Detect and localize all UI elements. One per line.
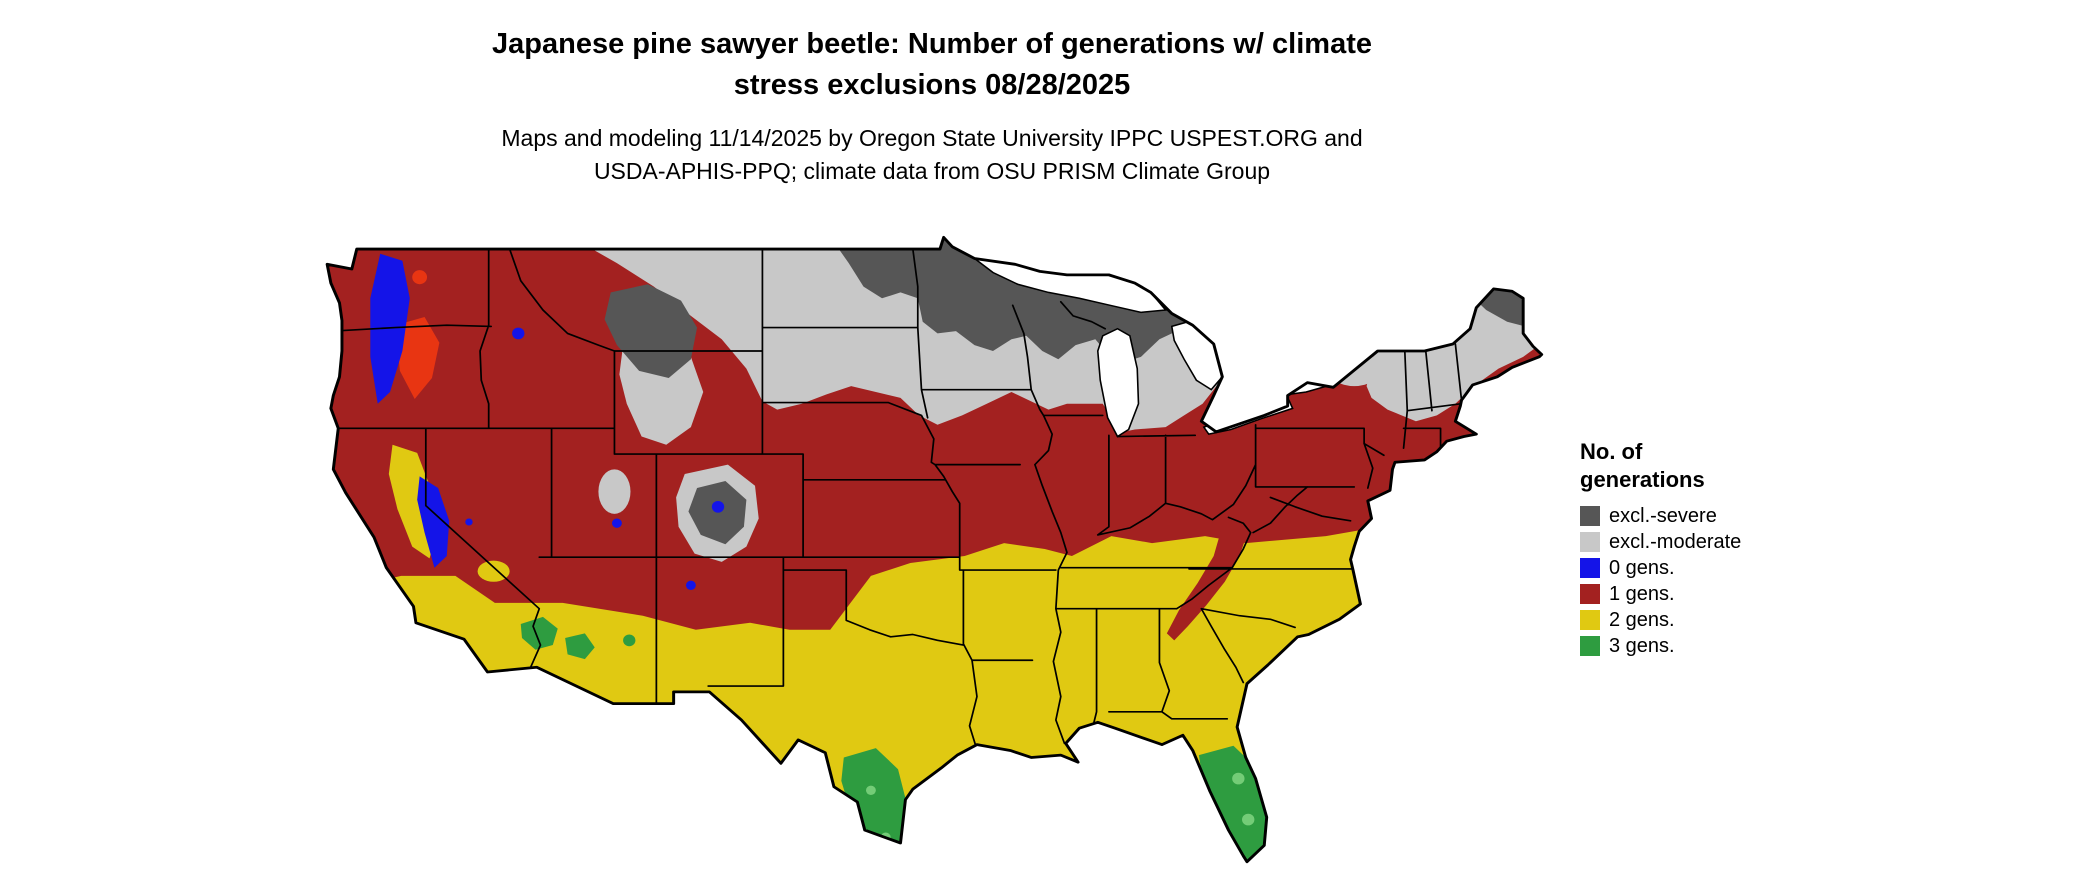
legend-item-label: excl.-moderate [1609, 531, 1742, 553]
legend-swatch [1580, 610, 1600, 630]
legend-swatch [1580, 506, 1600, 526]
legend-swatch [1580, 532, 1600, 552]
legend-item-label: excl.-severe [1609, 505, 1717, 527]
legend-item: 2 gens. [1580, 607, 1840, 633]
title-line-2: stress exclusions 08/28/2025 [733, 69, 1131, 101]
legend-title: No. of generations [1580, 438, 1840, 494]
legend-swatch [1580, 636, 1600, 656]
legend-title-line-1: No. of [1580, 439, 1643, 464]
legend-item: 0 gens. [1580, 555, 1840, 581]
map-subtitle: Maps and modeling 11/14/2025 by Oregon S… [0, 122, 1864, 188]
legend-item-label: 2 gens. [1609, 609, 1675, 631]
region-accent-red [397, 270, 440, 400]
legend-item: excl.-moderate [1580, 529, 1840, 555]
map-title: Japanese pine sawyer beetle: Number of g… [0, 24, 1864, 106]
us-outline [325, 235, 1544, 864]
subtitle-line-1: Maps and modeling 11/14/2025 by Oregon S… [501, 125, 1363, 151]
lake-michigan [1096, 327, 1140, 438]
legend: No. of generations excl.-severe excl.-mo… [1580, 438, 1840, 659]
legend-item: 1 gens. [1580, 581, 1840, 607]
legend-items: excl.-severe excl.-moderate 0 gens. 1 ge… [1580, 503, 1840, 659]
legend-title-line-2: generations [1580, 467, 1705, 492]
legend-item-label: 1 gens. [1609, 583, 1675, 605]
region-1-gens-appalachia [1166, 515, 1249, 641]
legend-item-label: 0 gens. [1609, 557, 1675, 579]
region-accent-light-green [865, 772, 1255, 848]
us-map-svg [325, 235, 1544, 864]
legend-item: 3 gens. [1580, 633, 1840, 659]
subtitle-line-2: USDA-APHIS-PPQ; climate data from OSU PR… [593, 158, 1271, 184]
legend-item-label: 3 gens. [1609, 635, 1675, 657]
legend-item: excl.-severe [1580, 503, 1840, 529]
us-generations-map [321, 228, 1554, 884]
legend-swatch [1580, 584, 1600, 604]
state-boundaries [332, 248, 1463, 747]
title-line-1: Japanese pine sawyer beetle: Number of g… [492, 28, 1372, 60]
map-raster-layers [327, 237, 1542, 862]
legend-swatch [1580, 558, 1600, 578]
